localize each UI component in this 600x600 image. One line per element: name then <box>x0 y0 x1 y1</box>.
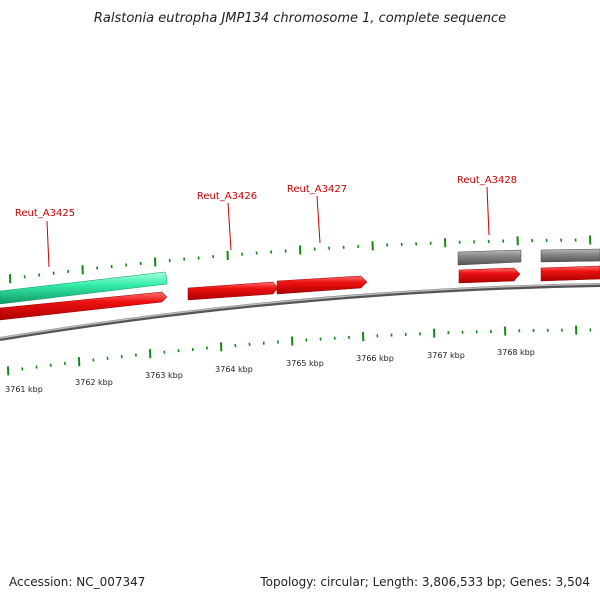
highlighted-feature-track[interactable] <box>0 271 168 305</box>
scale-label: 3765 kbp <box>286 359 324 368</box>
scale-label: 3767 kbp <box>427 351 465 360</box>
chromosome-backbone <box>0 283 600 341</box>
genome-stats-text: Topology: circular; Length: 3,806,533 bp… <box>260 575 590 589</box>
scale-label: 3761 kbp <box>5 385 43 394</box>
scale-label: 3766 kbp <box>356 354 394 363</box>
gene-label-reut-a3427[interactable]: Reut_A3427 <box>287 184 347 195</box>
chromosome-backbone-highlight <box>0 283 600 339</box>
gene-arrow-reut-a3427[interactable] <box>276 275 368 295</box>
scale-label: 3764 kbp <box>215 365 253 374</box>
outer-tick-row <box>9 235 592 284</box>
gene-label-reut-a3425[interactable]: Reut_A3425 <box>15 208 75 219</box>
gene-leader-reut-a3425 <box>46 220 50 268</box>
gene-label-reut-a3428[interactable]: Reut_A3428 <box>457 175 517 186</box>
scale-label: 3768 kbp <box>497 348 535 357</box>
gray-feature-1[interactable] <box>457 249 522 266</box>
accession-text: Accession: NC_007347 <box>9 575 146 589</box>
gene-leader-reut-a3426 <box>227 202 232 251</box>
gene-arrow-reut-a3428[interactable] <box>458 267 521 284</box>
gene-arrow-reut-a3426[interactable] <box>187 281 279 301</box>
gray-feature-2[interactable] <box>540 248 600 263</box>
scale-label: 3763 kbp <box>145 371 183 380</box>
map-title: Ralstonia eutropha JMP134 chromosome 1, … <box>94 11 506 26</box>
gene-arrow-reut-a3425[interactable] <box>0 291 168 321</box>
gene-arrow-next[interactable] <box>540 265 600 282</box>
gene-label-reut-a3426[interactable]: Reut_A3426 <box>197 191 257 202</box>
gene-leader-reut-a3427 <box>316 195 321 244</box>
gene-leader-reut-a3428 <box>486 186 490 236</box>
scale-label: 3762 kbp <box>75 378 113 387</box>
inner-tick-row <box>7 325 592 376</box>
